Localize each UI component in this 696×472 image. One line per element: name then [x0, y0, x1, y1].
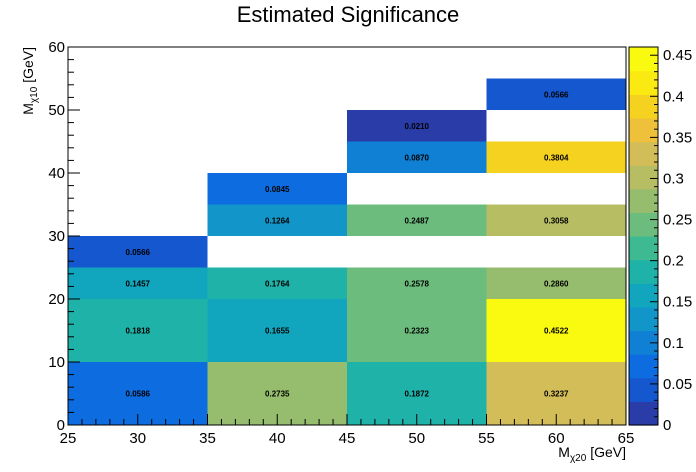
- heatmap-cell: [207, 173, 347, 205]
- x-tick-label: 65: [618, 430, 635, 447]
- heatmap-cell: [207, 267, 347, 299]
- x-tick-label: 60: [548, 430, 565, 447]
- cell-value-label: 0.2323: [405, 327, 430, 336]
- y-tick-label: 10: [48, 354, 65, 371]
- cell-value-label: 0.0566: [544, 90, 569, 99]
- x-axis: 25 30 35 40 45 50 55 60 65: [60, 414, 635, 447]
- heatmap-cell: [68, 267, 208, 299]
- x-axis-label: Mχ20 [GeV]: [558, 444, 626, 464]
- color-scale: 0 0.05 0.1 0.15 0.2 0.25 0.3 0.35 0.4 0.45: [628, 46, 692, 434]
- x-axis-label-unit: [GeV]: [586, 444, 626, 460]
- x-tick-label: 45: [339, 430, 356, 447]
- heatmap-cell: [486, 78, 626, 110]
- y-tick-label: 20: [48, 291, 65, 308]
- color-scale-band: [629, 141, 658, 166]
- cell-value-label: 0.1264: [265, 216, 290, 225]
- heatmap-cell: [207, 204, 347, 236]
- x-tick-label: 25: [60, 430, 77, 447]
- y-tick-label: 50: [48, 102, 65, 119]
- x-tick-label: 30: [129, 430, 146, 447]
- cell-value-label: 0.2860: [544, 279, 569, 288]
- y-axis-label-main: M: [20, 103, 36, 115]
- svg-text:Mχ10 [GeV]: Mχ10 [GeV]: [20, 47, 40, 115]
- heatmap-cell: [68, 299, 208, 362]
- y-tick-label: 40: [48, 165, 65, 182]
- cell-value-label: 0.3058: [544, 216, 569, 225]
- heatmap-cell: [347, 110, 487, 142]
- x-tick-label: 50: [408, 430, 425, 447]
- color-scale-tick-label: 0.1: [663, 335, 684, 352]
- x-axis-label-sub: χ20: [570, 453, 587, 464]
- color-scale-tick-label: 0.2: [663, 253, 684, 270]
- x-tick-label: 35: [199, 430, 216, 447]
- color-scale-band: [629, 377, 658, 402]
- y-tick-label: 0: [57, 417, 65, 434]
- color-scale-band: [629, 188, 658, 213]
- x-tick-label: 40: [269, 430, 286, 447]
- color-scale-band: [629, 236, 658, 261]
- color-scale-tick-label: 0.25: [663, 212, 692, 229]
- cell-value-label: 0.1655: [265, 327, 290, 336]
- x-axis-label-main: M: [558, 444, 570, 460]
- heatmap-cell: [486, 204, 626, 236]
- cell-value-label: 0.4522: [544, 327, 569, 336]
- chart-title: Estimated Significance: [237, 2, 460, 27]
- heatmap-cells: [68, 78, 626, 425]
- y-tick-label: 60: [48, 39, 65, 56]
- heatmap-cell: [207, 299, 347, 362]
- cell-value-label: 0.2578: [405, 279, 430, 288]
- cell-value-label: 0.0566: [126, 248, 151, 257]
- heatmap-cell: [486, 141, 626, 173]
- color-scale-band: [629, 117, 658, 143]
- heatmap-cell: [347, 267, 487, 299]
- color-scale-band: [629, 165, 658, 190]
- heatmap-cell: [347, 141, 487, 173]
- color-scale-band: [629, 94, 658, 119]
- heatmap-cell: [486, 299, 626, 362]
- cell-value-label: 0.3237: [544, 390, 569, 399]
- cell-value-label: 0.3804: [544, 153, 569, 162]
- x-tick-label: 55: [478, 430, 495, 447]
- color-scale-tick-label: 0.3: [663, 170, 684, 187]
- y-tick-label: 30: [48, 228, 65, 245]
- color-scale-tick-label: 0.35: [663, 129, 692, 146]
- cell-value-label: 0.0845: [265, 185, 290, 194]
- cell-value-label: 0.0586: [126, 390, 151, 399]
- color-scale-band: [629, 259, 658, 284]
- color-scale-tick-label: 0.4: [663, 88, 684, 105]
- y-axis-label: Mχ10 [GeV]: [20, 47, 40, 115]
- cell-value-label: 0.0210: [405, 122, 430, 131]
- cell-value-label: 0.1457: [126, 279, 151, 288]
- heatmap-cell: [347, 204, 487, 236]
- color-scale-band: [629, 354, 658, 379]
- color-scale-band: [629, 283, 658, 308]
- color-scale-band: [629, 47, 658, 72]
- y-axis-label-unit: [GeV]: [20, 47, 36, 87]
- heatmap-cell-labels: 0.0586 0.1818 0.1457 0.0566 0.2735 0.1655 0.17…: [126, 90, 570, 398]
- color-scale-tick-label: 0.05: [663, 376, 692, 393]
- cell-value-label: 0.1818: [126, 327, 151, 336]
- color-scale-band: [629, 70, 658, 95]
- heatmap-cell: [347, 299, 487, 362]
- heatmap-cell: [68, 236, 208, 268]
- color-scale-tick-label: 0.15: [663, 294, 692, 311]
- cell-value-label: 0.2735: [265, 390, 290, 399]
- color-scale-band: [629, 212, 658, 237]
- cell-value-label: 0.2487: [405, 216, 430, 225]
- color-scale-tick-label: 0.45: [663, 47, 692, 64]
- cell-value-label: 0.1872: [405, 390, 430, 399]
- svg-text:Mχ20 [GeV]: Mχ20 [GeV]: [558, 444, 626, 464]
- color-scale-band: [629, 306, 658, 332]
- cell-value-label: 0.1764: [265, 279, 290, 288]
- color-scale-tick-label: 0: [663, 417, 671, 434]
- cell-value-label: 0.0870: [405, 153, 430, 162]
- y-axis-label-sub: χ10: [29, 86, 40, 103]
- y-axis: 0 10 20 30 40 50 60: [48, 39, 80, 434]
- heatmap-cell: [486, 267, 626, 299]
- color-scale-band: [629, 401, 658, 426]
